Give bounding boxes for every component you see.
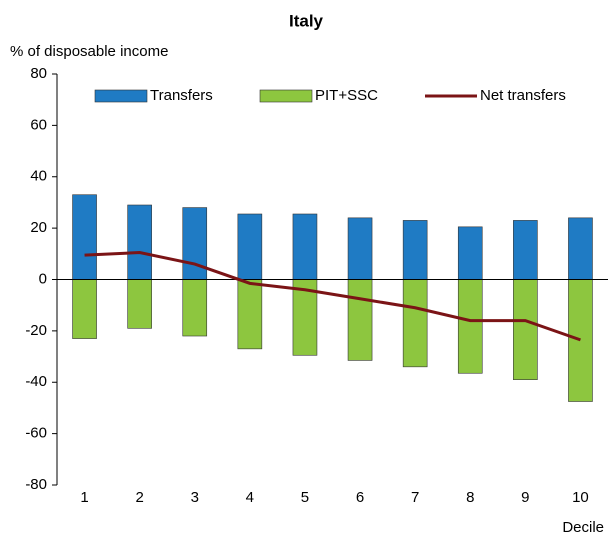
bar — [513, 220, 538, 280]
y-tick-label: 0 — [39, 270, 47, 287]
x-tick-label: 4 — [246, 489, 254, 506]
bar — [402, 279, 428, 368]
bar — [513, 279, 538, 380]
bar — [237, 213, 263, 280]
legend-label: Net transfers — [480, 87, 566, 104]
legend-label: Transfers — [150, 87, 213, 104]
bar — [237, 279, 263, 350]
line — [84, 251, 581, 342]
y-axis-label: % of disposable income — [10, 43, 168, 60]
legend-swatch — [259, 89, 313, 103]
bar — [568, 217, 593, 280]
y-tick-label: 60 — [30, 116, 47, 133]
x-tick-label: 5 — [301, 489, 309, 506]
legend-label: PIT+SSC — [315, 87, 378, 104]
x-tick-label: 10 — [572, 489, 589, 506]
bar — [347, 217, 373, 280]
bar — [457, 279, 483, 374]
x-tick-label: 3 — [191, 489, 199, 506]
x-tick-label: 7 — [411, 489, 419, 506]
legend-swatch — [94, 89, 148, 103]
y-tick-label: 40 — [30, 168, 47, 185]
x-axis-label: Decile — [562, 519, 604, 536]
bar — [182, 207, 208, 280]
y-tick-label: -60 — [25, 425, 47, 442]
bar — [72, 279, 97, 339]
chart-title: Italy — [289, 11, 324, 30]
y-tick-label: -20 — [25, 322, 47, 339]
bar — [568, 279, 593, 402]
bar — [292, 213, 318, 280]
x-tick-label: 1 — [80, 489, 88, 506]
bar — [72, 194, 97, 280]
bar — [127, 279, 152, 329]
x-tick-label: 9 — [521, 489, 529, 506]
bar — [182, 279, 208, 337]
bar — [127, 204, 152, 280]
x-tick-label: 6 — [356, 489, 364, 506]
bar — [347, 279, 373, 361]
y-tick-label: 80 — [30, 65, 47, 82]
y-tick-label: -80 — [25, 476, 47, 493]
y-tick-label: 20 — [30, 219, 47, 236]
x-tick-label: 8 — [466, 489, 474, 506]
y-tick-label: -40 — [25, 373, 47, 390]
bar — [402, 220, 428, 280]
bar — [457, 226, 483, 280]
x-tick-label: 2 — [135, 489, 143, 506]
